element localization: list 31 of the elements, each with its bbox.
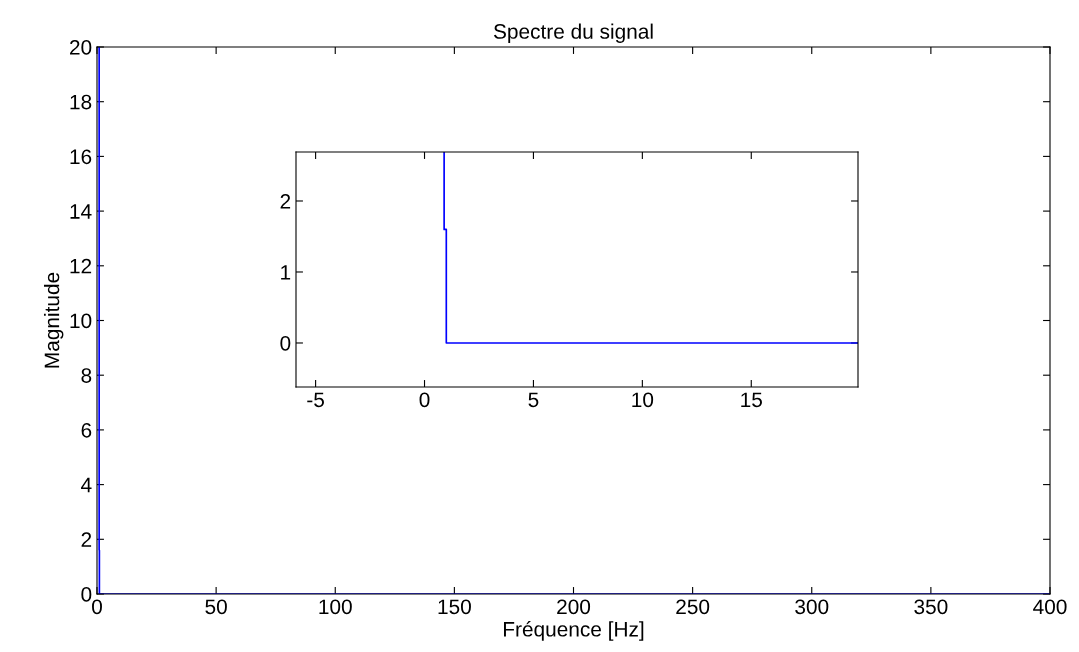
y-tick-label: 8 xyxy=(81,368,92,383)
x-tick-label: 0 xyxy=(419,392,430,408)
y-tick-label: 10 xyxy=(70,313,92,329)
y-tick-label: 2 xyxy=(81,532,92,547)
y-tick-label: 4 xyxy=(81,477,92,493)
y-axis-title: Magnitude xyxy=(43,272,64,368)
x-tick-label: 150 xyxy=(438,599,471,615)
chart-title: Spectre du signal xyxy=(493,23,653,43)
y-tick-label: 2 xyxy=(280,193,291,209)
x-tick-label: 100 xyxy=(319,599,352,615)
x-tick-label: 250 xyxy=(676,599,710,615)
x-tick-label: 50 xyxy=(205,599,227,615)
y-tick-label: 0 xyxy=(81,587,92,602)
x-tick-label: 300 xyxy=(795,599,829,615)
y-tick-label: 20 xyxy=(70,40,92,55)
y-tick-label: 14 xyxy=(70,204,92,219)
x-tick-label: 10 xyxy=(632,392,654,408)
x-tick-label: 15 xyxy=(741,392,762,408)
x-tick-label: -5 xyxy=(307,392,324,408)
x-tick-label: 400 xyxy=(1033,599,1067,615)
x-tick-label: 0 xyxy=(92,599,102,615)
y-tick-label: 12 xyxy=(70,258,92,274)
x-tick-label: 200 xyxy=(557,599,591,615)
y-tick-label: 16 xyxy=(70,149,92,165)
y-tick-label: 0 xyxy=(280,335,291,351)
x-tick-label: 5 xyxy=(528,392,539,408)
x-axis-title: Fréquence [Hz] xyxy=(504,621,644,641)
y-tick-label: 1 xyxy=(281,265,291,280)
x-tick-label: 350 xyxy=(914,599,948,615)
y-tick-label: 18 xyxy=(70,94,92,110)
y-tick-label: 6 xyxy=(81,422,92,438)
